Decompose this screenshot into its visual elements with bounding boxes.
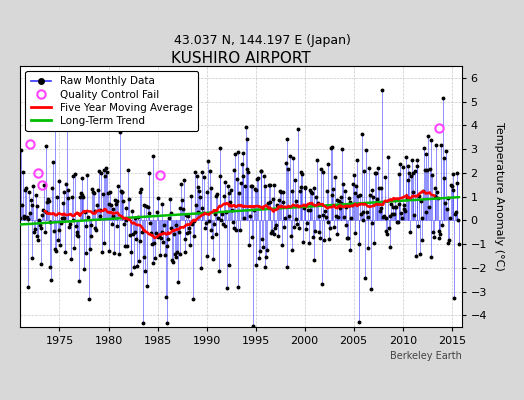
Text: 43.037 N, 144.197 E (Japan): 43.037 N, 144.197 E (Japan) (173, 34, 351, 47)
Text: Berkeley Earth: Berkeley Earth (390, 351, 462, 361)
Title: KUSHIRO AIRPORT: KUSHIRO AIRPORT (171, 51, 311, 66)
Legend: Raw Monthly Data, Quality Control Fail, Five Year Moving Average, Long-Term Tren: Raw Monthly Data, Quality Control Fail, … (26, 71, 198, 131)
Y-axis label: Temperature Anomaly (°C): Temperature Anomaly (°C) (494, 122, 504, 271)
